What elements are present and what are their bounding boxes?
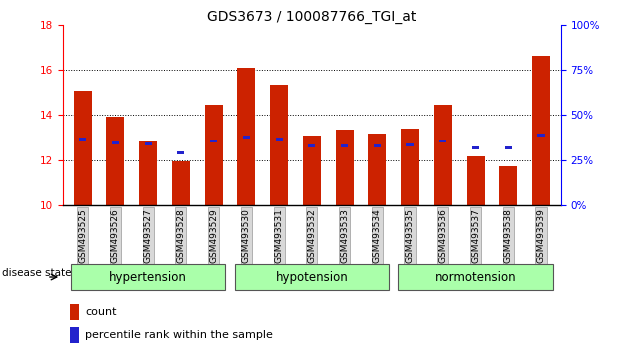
Bar: [139, 141, 157, 205]
Text: disease state: disease state: [2, 268, 71, 279]
Bar: [434, 105, 452, 205]
Bar: [210, 139, 217, 143]
Bar: [106, 117, 124, 205]
Text: GSM493532: GSM493532: [307, 209, 316, 263]
Text: GSM493537: GSM493537: [471, 209, 480, 263]
Text: GSM493535: GSM493535: [406, 209, 415, 263]
Text: hypertension: hypertension: [109, 270, 187, 284]
FancyBboxPatch shape: [398, 264, 553, 290]
Text: GSM493525: GSM493525: [78, 209, 87, 263]
Text: GSM493538: GSM493538: [504, 209, 513, 263]
FancyBboxPatch shape: [71, 264, 226, 290]
Text: normotension: normotension: [435, 270, 517, 284]
Bar: [71, 304, 79, 320]
Text: GSM493539: GSM493539: [537, 209, 546, 263]
Bar: [112, 141, 119, 144]
Text: GSM493529: GSM493529: [209, 209, 218, 263]
Bar: [537, 134, 545, 137]
Bar: [172, 161, 190, 205]
Bar: [303, 137, 321, 205]
Text: percentile rank within the sample: percentile rank within the sample: [86, 330, 273, 340]
Bar: [71, 327, 79, 343]
Bar: [406, 143, 414, 146]
Text: GSM493534: GSM493534: [373, 209, 382, 263]
Bar: [79, 138, 86, 141]
Bar: [205, 105, 222, 205]
Bar: [472, 146, 479, 149]
Bar: [270, 85, 288, 205]
Text: GSM493536: GSM493536: [438, 209, 447, 263]
Bar: [500, 166, 517, 205]
Title: GDS3673 / 100087766_TGI_at: GDS3673 / 100087766_TGI_at: [207, 10, 416, 24]
Bar: [369, 134, 386, 205]
Text: GSM493533: GSM493533: [340, 209, 349, 263]
Bar: [336, 130, 353, 205]
Bar: [532, 56, 550, 205]
Text: GSM493531: GSM493531: [275, 209, 284, 263]
Bar: [308, 144, 316, 147]
Bar: [238, 68, 255, 205]
Bar: [177, 151, 185, 154]
Bar: [439, 139, 447, 143]
Bar: [144, 142, 152, 145]
Text: GSM493527: GSM493527: [144, 209, 152, 263]
Text: hypotension: hypotension: [275, 270, 348, 284]
Bar: [401, 129, 419, 205]
Bar: [74, 91, 91, 205]
Text: count: count: [86, 307, 117, 317]
Bar: [341, 144, 348, 147]
Text: GSM493528: GSM493528: [176, 209, 185, 263]
Bar: [275, 138, 283, 141]
Bar: [243, 136, 250, 139]
Text: GSM493530: GSM493530: [242, 209, 251, 263]
Bar: [374, 144, 381, 147]
Bar: [467, 156, 484, 205]
Bar: [505, 146, 512, 149]
FancyBboxPatch shape: [235, 264, 389, 290]
Text: GSM493526: GSM493526: [111, 209, 120, 263]
